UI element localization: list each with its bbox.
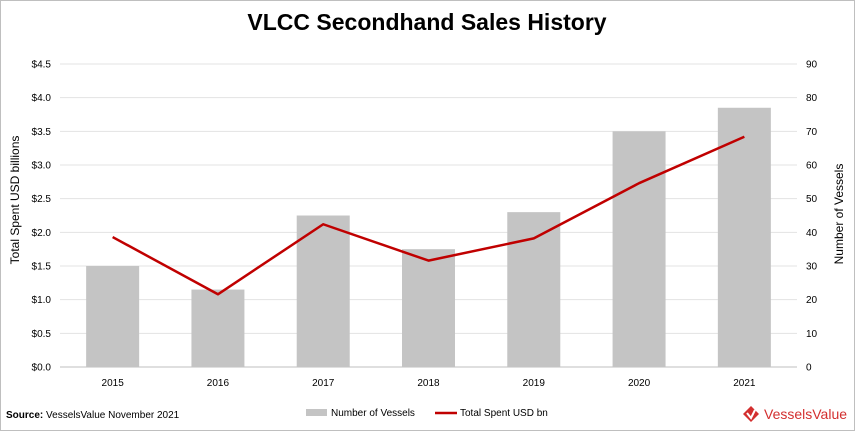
right-tick-label: 40 bbox=[806, 228, 818, 239]
x-tick-label: 2018 bbox=[417, 378, 440, 389]
left-tick-label: $2.0 bbox=[32, 228, 52, 239]
x-axis-ticks: 2015 2016 2017 2018 2019 2020 2021 bbox=[102, 378, 756, 389]
chart-title: VLCC Secondhand Sales History bbox=[247, 9, 606, 35]
vesselsvalue-logo-icon bbox=[743, 406, 759, 422]
logo-text: VesselsValue bbox=[764, 406, 848, 422]
right-tick-label: 90 bbox=[806, 60, 818, 71]
left-tick-label: $0.0 bbox=[32, 363, 52, 374]
left-tick-label: $4.5 bbox=[32, 60, 52, 71]
right-tick-label: 70 bbox=[806, 127, 818, 138]
x-tick-label: 2015 bbox=[102, 378, 125, 389]
left-tick-label: $4.0 bbox=[32, 93, 52, 104]
legend-swatch-vessels bbox=[306, 409, 327, 416]
gridlines bbox=[60, 63, 797, 368]
left-tick-label: $3.0 bbox=[32, 161, 52, 172]
left-axis-ticks: $0.0 $0.5 $1.0 $1.5 $2.0 $2.5 $3.0 $3.5 $4.0 $4.5 bbox=[32, 60, 52, 374]
right-tick-label: 60 bbox=[806, 161, 818, 172]
bar-2017 bbox=[296, 215, 350, 367]
right-tick-label: 0 bbox=[806, 363, 812, 374]
vesselsvalue-logo: VesselsValue bbox=[742, 402, 847, 426]
bar-2021 bbox=[717, 107, 771, 368]
right-tick-label: 30 bbox=[806, 262, 818, 273]
x-tick-label: 2020 bbox=[628, 378, 651, 389]
x-tick-label: 2019 bbox=[523, 378, 546, 389]
bar-2016 bbox=[191, 289, 245, 367]
left-tick-label: $0.5 bbox=[32, 329, 52, 340]
right-tick-label: 10 bbox=[806, 329, 818, 340]
right-axis-label: Number of Vessels bbox=[832, 164, 846, 265]
right-tick-label: 20 bbox=[806, 295, 818, 306]
right-axis-ticks: 0 10 20 30 40 50 60 70 80 90 bbox=[806, 60, 818, 374]
left-tick-label: $2.5 bbox=[32, 194, 52, 205]
bar-2018 bbox=[402, 249, 455, 367]
left-axis-label: Total Spent USD billions bbox=[8, 136, 22, 265]
legend-label-spent: Total Spent USD bn bbox=[460, 408, 548, 419]
bar-series bbox=[86, 107, 771, 368]
left-tick-label: $1.5 bbox=[32, 262, 52, 273]
line-series bbox=[112, 135, 745, 296]
bar-2015 bbox=[86, 266, 140, 367]
source-label: Source: bbox=[6, 410, 44, 421]
source-note: Source: VesselsValue November 2021 bbox=[6, 410, 179, 421]
right-tick-label: 50 bbox=[806, 194, 818, 205]
bar-2019 bbox=[507, 212, 561, 367]
legend: Number of Vessels Total Spent USD bn bbox=[306, 408, 548, 419]
x-tick-label: 2016 bbox=[207, 378, 230, 389]
source-text: VesselsValue November 2021 bbox=[46, 410, 180, 421]
x-tick-label: 2017 bbox=[312, 378, 335, 389]
right-tick-label: 80 bbox=[806, 93, 818, 104]
legend-label-vessels: Number of Vessels bbox=[331, 408, 415, 419]
left-tick-label: $1.0 bbox=[32, 295, 52, 306]
x-tick-label: 2021 bbox=[733, 378, 756, 389]
bar-2020 bbox=[612, 131, 666, 367]
left-tick-label: $3.5 bbox=[32, 127, 52, 138]
